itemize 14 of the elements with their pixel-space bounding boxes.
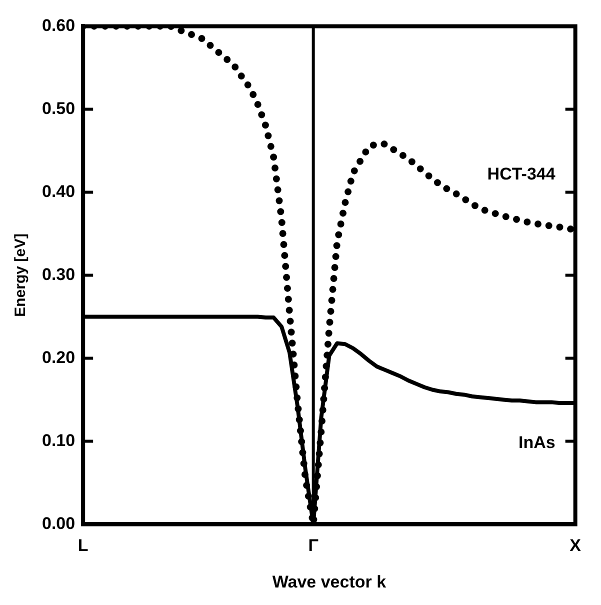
y-tick-label: 0.00 <box>42 514 76 533</box>
y-tick-label: 0.20 <box>42 348 76 367</box>
x-tick-label: L <box>78 536 88 556</box>
x-tick-label: X <box>570 536 582 556</box>
y-axis-title: Energy [eV] <box>12 234 30 317</box>
y-tick-label: 0.50 <box>42 98 76 118</box>
x-axis-title: Wave vector k <box>272 572 387 592</box>
y-tick-label: 0.60 <box>42 16 76 35</box>
series-label: HCT-344 <box>487 164 556 184</box>
y-tick-label: 0.30 <box>42 264 76 284</box>
x-tick-label: Γ <box>308 536 318 556</box>
y-tick-label: 0.40 <box>42 182 76 201</box>
y-tick-label: 0.10 <box>42 430 76 450</box>
legend-label: InAs <box>518 433 556 452</box>
